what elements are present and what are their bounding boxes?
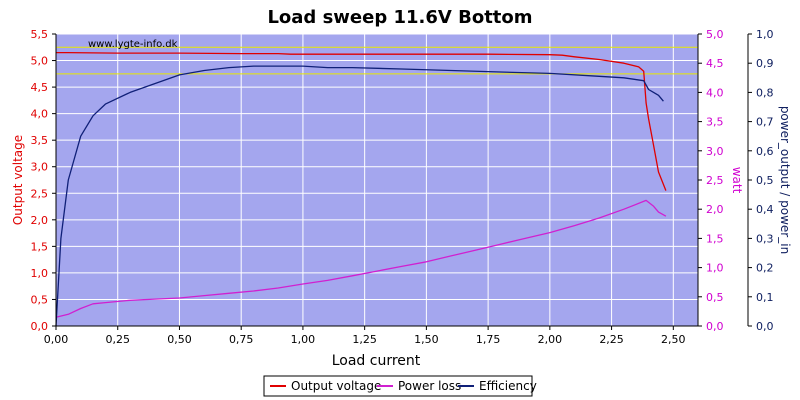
- x-tick-label: 1,25: [352, 333, 377, 346]
- watermark: www.lygte-info.dk: [88, 39, 178, 50]
- y-left-tick-label: 5,5: [31, 28, 49, 41]
- y-right1-tick-label: 3,5: [706, 116, 724, 129]
- x-axis-label: Load current: [332, 353, 421, 369]
- y-left-tick-label: 2,5: [31, 187, 49, 200]
- y-right2-tick-label: 0,9: [756, 57, 774, 70]
- legend: Output voltage Power loss Efficiency: [263, 375, 537, 397]
- y-right1-tick-label: 4,5: [706, 57, 724, 70]
- y-right2-tick-label: 0,7: [756, 116, 774, 129]
- x-tick-label: 0,50: [167, 333, 192, 346]
- y-right2-tick-label: 0,2: [756, 262, 774, 275]
- y-right2-tick-label: 0,8: [756, 86, 774, 99]
- x-tick-label: 1,75: [476, 333, 501, 346]
- plot-area: [56, 34, 698, 326]
- y-right1-tick-label: 2,0: [706, 203, 724, 216]
- legend-box: [263, 375, 533, 397]
- y-left-tick-label: 3,5: [31, 134, 49, 147]
- y-right1-tick-label: 5,0: [706, 28, 724, 41]
- y-left-tick-label: 5,0: [31, 55, 49, 68]
- y-left-tick-label: 1,5: [31, 240, 49, 253]
- y-left-tick-label: 0,5: [31, 293, 49, 306]
- x-tick-label: 0,00: [44, 333, 69, 346]
- y-left-axis-label: Output voltage: [11, 135, 25, 225]
- y-right2-tick-label: 0,1: [756, 291, 774, 304]
- y-left-tick-label: 1,0: [31, 267, 49, 280]
- y-right2-tick-label: 0,6: [756, 145, 774, 158]
- y-left-tick-label: 2,0: [31, 214, 49, 227]
- y-right1-tick-label: 2,5: [706, 174, 724, 187]
- y-right1-tick-label: 3,0: [706, 145, 724, 158]
- axes: 0,00 0,25 0,50 0,75 1,00 1,25 1,50 1,75 2,00 2,25…: [31, 28, 774, 346]
- y-right2-axis-label: power_output / power_in: [778, 106, 792, 254]
- x-tick-label: 0,25: [105, 333, 130, 346]
- reference-lines: [56, 46, 698, 75]
- series-output-voltage: [56, 51, 667, 191]
- x-tick-label: 2,25: [599, 333, 624, 346]
- legend-label: Output voltage: [291, 379, 381, 393]
- x-tick-label: 1,00: [291, 333, 316, 346]
- y-right1-tick-label: 1,0: [706, 262, 724, 275]
- x-tick-label: 2,00: [538, 333, 563, 346]
- y-right1-tick-label: 0,0: [706, 320, 724, 333]
- y-right1-axis-label: watt: [730, 167, 744, 194]
- legend-label: Power loss: [398, 379, 461, 393]
- y-right2-tick-label: 0,3: [756, 232, 774, 245]
- y-right2-tick-label: 0,0: [756, 320, 774, 333]
- y-left-tick-label: 4,0: [31, 108, 49, 121]
- y-right1-tick-label: 4,0: [706, 86, 724, 99]
- y-left-tick-label: 0,0: [31, 320, 49, 333]
- y-right2-tick-label: 0,4: [756, 203, 774, 216]
- y-right1-tick-label: 0,5: [706, 291, 724, 304]
- y-right2-tick-label: 1,0: [756, 28, 774, 41]
- x-tick-label: 1,50: [414, 333, 439, 346]
- y-right2-tick-label: 0,5: [756, 174, 774, 187]
- series-efficiency: [55, 65, 664, 327]
- x-tick-label: 2,50: [661, 333, 686, 346]
- y-left-tick-label: 4,5: [31, 81, 49, 94]
- y-right1-tick-label: 1,5: [706, 232, 724, 245]
- chart-title: Load sweep 11.6V Bottom: [267, 7, 532, 28]
- series-power-loss: [55, 199, 667, 318]
- x-tick-label: 0,75: [229, 333, 254, 346]
- series-group: [55, 51, 667, 327]
- y-left-tick-label: 3,0: [31, 161, 49, 174]
- legend-label: Efficiency: [479, 379, 537, 393]
